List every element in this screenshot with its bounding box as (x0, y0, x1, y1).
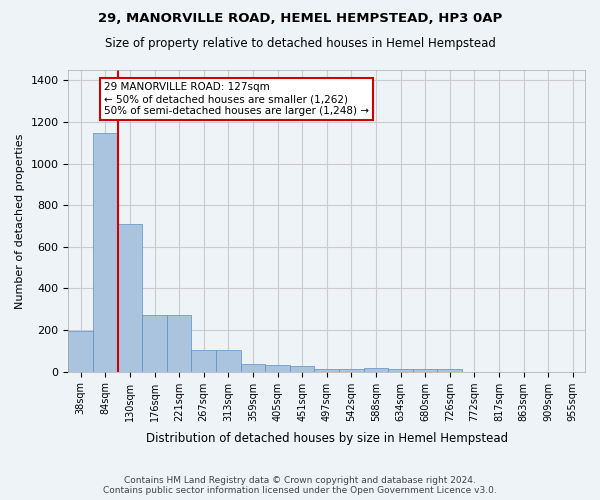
Bar (167, 316, 191, 372)
Bar (265, 366, 290, 372)
Text: 29 MANORVILLE ROAD: 127sqm
← 50% of detached houses are smaller (1,262)
50% of s: 29 MANORVILLE ROAD: 127sqm ← 50% of deta… (104, 82, 369, 116)
Bar (413, 368, 437, 372)
X-axis label: Distribution of detached houses by size in Hemel Hempstead: Distribution of detached houses by size … (146, 432, 508, 445)
Bar (93, 134, 118, 372)
Y-axis label: Number of detached properties: Number of detached properties (15, 133, 25, 308)
Text: 29, MANORVILLE ROAD, HEMEL HEMPSTEAD, HP3 0AP: 29, MANORVILLE ROAD, HEMEL HEMPSTEAD, HP… (98, 12, 502, 26)
Bar (314, 368, 339, 372)
Bar (290, 366, 314, 372)
Bar (388, 368, 413, 372)
Text: Size of property relative to detached houses in Hemel Hempstead: Size of property relative to detached ho… (104, 38, 496, 51)
Bar (216, 350, 241, 372)
Bar (437, 368, 462, 372)
Bar (191, 350, 216, 372)
Bar (142, 316, 167, 372)
Bar (339, 368, 364, 372)
Bar (241, 364, 265, 372)
Bar (364, 368, 388, 372)
Bar (118, 224, 142, 372)
Bar (68, 331, 93, 372)
Text: Contains HM Land Registry data © Crown copyright and database right 2024.
Contai: Contains HM Land Registry data © Crown c… (103, 476, 497, 495)
